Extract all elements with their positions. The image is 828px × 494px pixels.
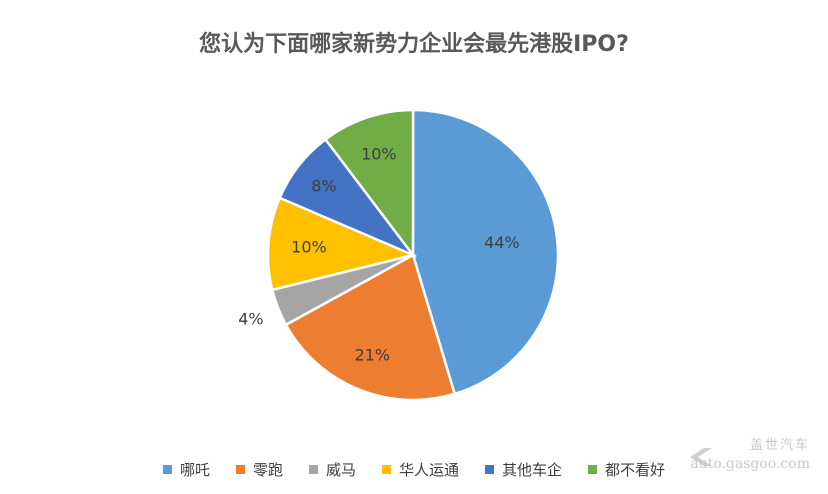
legend: 哪吒 零跑 威马 华人运通 其他车企 都不看好 (0, 459, 828, 480)
legend-item-3: 华人运通 (382, 459, 459, 480)
data-label-5: 10% (361, 144, 397, 163)
data-label-1: 21% (355, 345, 391, 364)
data-label-0: 44% (484, 233, 520, 252)
legend-label: 其他车企 (502, 461, 563, 479)
legend-swatch (485, 465, 495, 474)
legend-swatch (588, 465, 598, 474)
legend-label: 零跑 (252, 461, 283, 479)
legend-item-5: 都不看好 (588, 459, 665, 480)
pie-slice-0 (411, 108, 560, 396)
legend-label: 哪吒 (179, 461, 210, 479)
legend-swatch (382, 465, 391, 474)
pie-slice-5 (323, 108, 415, 259)
chart-title: 您认为下面哪家新势力企业会最先港股IPO? (199, 32, 629, 57)
legend-label: 威马 (325, 461, 356, 479)
pie-slice-3 (266, 196, 417, 292)
legend-item-0: 哪吒 (162, 459, 210, 480)
legend-item-1: 零跑 (235, 459, 283, 480)
legend-label: 华人运通 (399, 461, 460, 479)
gasgoo-watermark: 盖世汽车 auto.gasgoo.com (684, 434, 814, 480)
data-label-4: 8% (311, 176, 336, 195)
legend-swatch (308, 465, 318, 474)
legend-swatch (162, 465, 172, 474)
legend-swatch (235, 465, 245, 474)
gasgoo-logo-icon (690, 448, 712, 466)
watermark-chinese: 盖世汽车 (749, 438, 810, 453)
data-label-3: 10% (291, 238, 327, 257)
pie-slice-1 (284, 253, 457, 402)
legend-label: 都不看好 (605, 461, 666, 479)
data-label-2: 4% (238, 309, 263, 328)
legend-item-2: 威马 (308, 459, 356, 480)
watermark-url: auto.gasgoo.com (690, 456, 810, 472)
legend-item-4: 其他车企 (485, 459, 562, 480)
